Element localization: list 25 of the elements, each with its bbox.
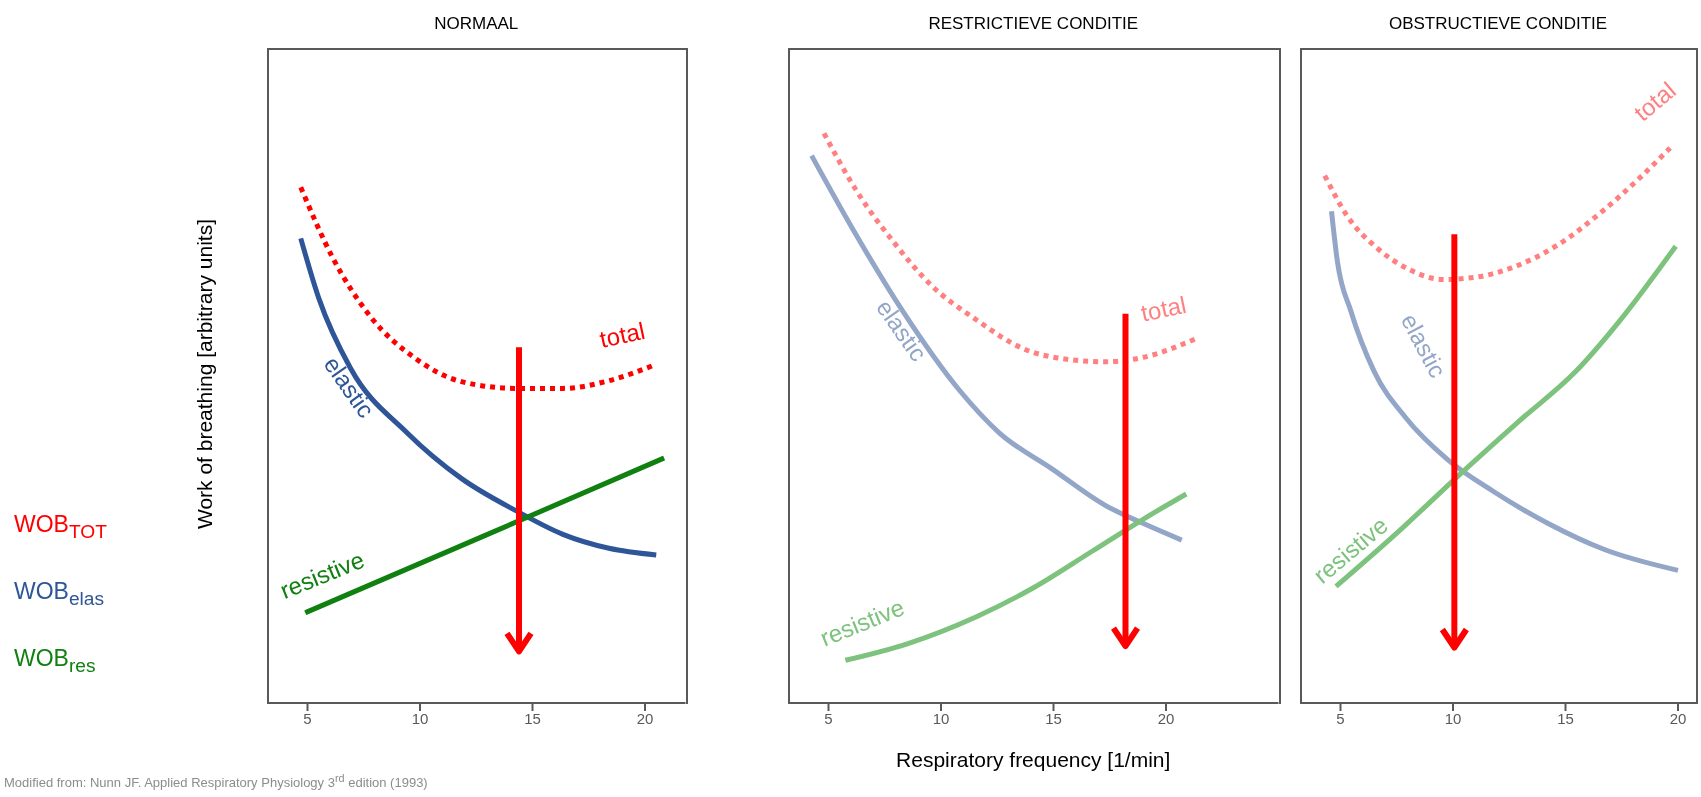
chart-title: NORMAAL — [433, 14, 520, 34]
chart-title: RESTRICTIEVE CONDITIE — [927, 14, 1140, 34]
text: Modified from: Nunn JF. Applied Respiratory Physiology 3$^{rd}$ edition (1993) — [4, 772, 428, 791]
x-tick-label: 5 — [824, 709, 833, 727]
x-tick-label: 5 — [1336, 709, 1345, 727]
x-tick-label: 10 — [932, 709, 950, 727]
x-tick-label: 15 — [1045, 709, 1062, 727]
text: total — [597, 316, 648, 353]
x-tick-label: 20 — [1157, 709, 1175, 727]
x-tick-label: 10 — [1444, 709, 1462, 727]
text: WOB$_{elas}$ — [14, 578, 105, 610]
text: total — [1628, 76, 1681, 127]
x-tick-label: 10 — [411, 709, 429, 727]
text: WOB$_{res}$ — [14, 645, 96, 677]
chart-title: OBSTRUCTIEVE CONDITIE — [1387, 14, 1609, 34]
x-tick-label: 5 — [303, 709, 312, 727]
y-axis-title: Work of breathing [arbitrary units] — [193, 217, 217, 531]
text: elastic — [1395, 309, 1452, 382]
x-tick-label: 20 — [636, 709, 654, 727]
x-axis-title: Respiratory frequency [1/min] — [895, 748, 1172, 772]
text: WOB$_{TOT}$ — [14, 511, 107, 543]
x-tick-label: 15 — [524, 709, 541, 727]
x-tick-label: 15 — [1557, 709, 1574, 727]
text: total — [1138, 290, 1189, 327]
x-tick-label: 20 — [1669, 709, 1687, 727]
